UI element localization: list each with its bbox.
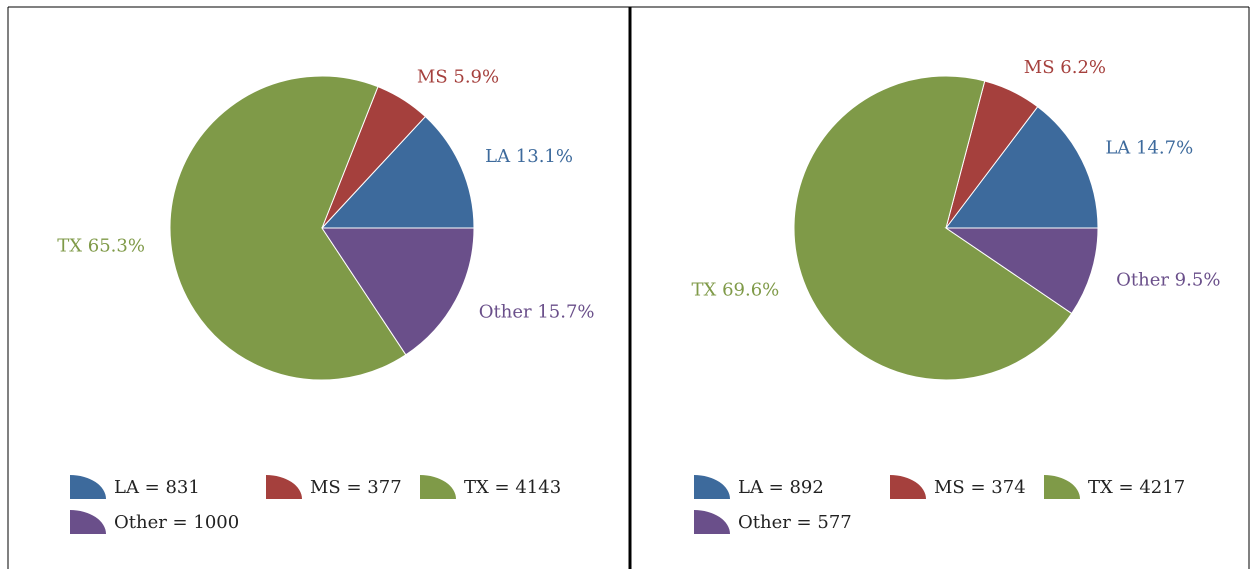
pie-slice xyxy=(321,227,475,356)
legend-swatch xyxy=(890,475,926,499)
pie-slice xyxy=(169,75,407,381)
legend-label: Other = 577 xyxy=(738,512,852,533)
slice-label: LA 13.1% xyxy=(485,146,573,167)
pie-slice xyxy=(793,75,1073,381)
pie-slice xyxy=(320,115,475,229)
legend-label: Other = 1000 xyxy=(114,512,239,533)
legend-swatch xyxy=(1044,475,1080,499)
slice-label: TX 69.6% xyxy=(692,279,780,300)
pie-slice xyxy=(944,106,1099,229)
slice-label: TX 65.3% xyxy=(57,235,145,256)
legend-swatch xyxy=(266,475,302,499)
legend-swatch xyxy=(70,510,106,534)
legend-swatch xyxy=(420,475,456,499)
slice-label: Other 9.5% xyxy=(1116,269,1220,290)
legend-swatch xyxy=(70,475,106,499)
slice-label: MS 6.2% xyxy=(1024,57,1106,78)
slice-label: Other 15.7% xyxy=(479,301,595,322)
legend-swatch xyxy=(694,510,730,534)
slice-label: LA 14.7% xyxy=(1105,138,1193,159)
legend-label: TX = 4217 xyxy=(1088,477,1185,498)
legend-label: LA = 831 xyxy=(114,477,200,498)
legend-label: MS = 374 xyxy=(934,477,1026,498)
legend-label: MS = 377 xyxy=(310,477,402,498)
pie-slice xyxy=(944,227,1099,315)
legend-label: LA = 892 xyxy=(738,477,824,498)
legend-label: TX = 4143 xyxy=(464,477,561,498)
legend-swatch xyxy=(694,475,730,499)
slice-label: MS 5.9% xyxy=(417,66,499,87)
